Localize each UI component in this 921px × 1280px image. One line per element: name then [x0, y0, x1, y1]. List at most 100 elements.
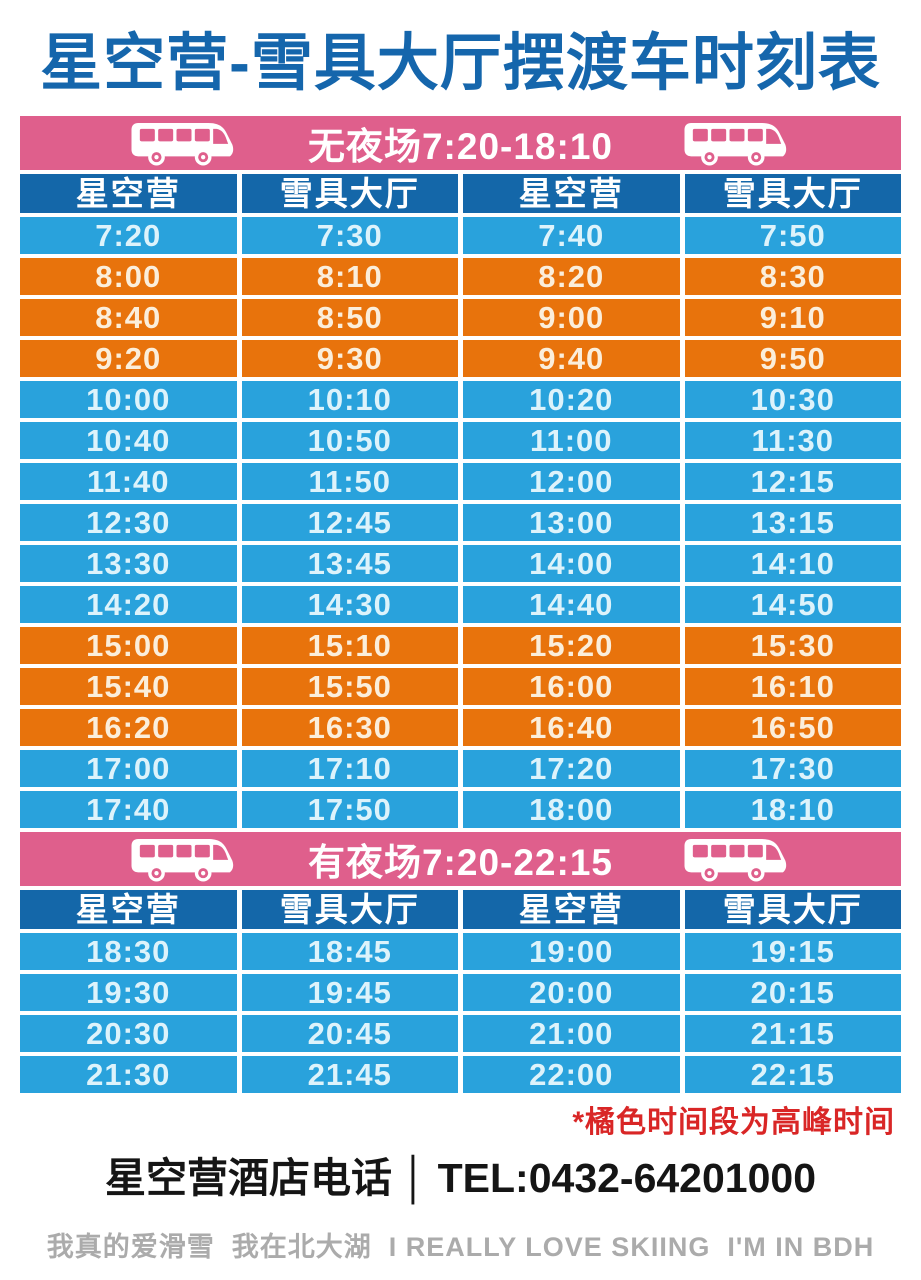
- time-cell: 12:45: [241, 504, 458, 541]
- time-cell: 10:30: [684, 381, 901, 418]
- time-cell: 12:00: [463, 463, 680, 500]
- time-cell: 14:50: [684, 586, 901, 623]
- time-cell: 14:30: [241, 586, 458, 623]
- time-cell: 8:40: [20, 299, 237, 336]
- time-cell: 15:10: [241, 627, 458, 664]
- time-cell: 19:00: [463, 933, 680, 970]
- time-cell: 20:30: [20, 1015, 237, 1052]
- time-cell: 8:00: [20, 258, 237, 295]
- time-cell: 10:50: [241, 422, 458, 459]
- bus-icon: [128, 834, 240, 884]
- time-cell: 19:15: [684, 933, 901, 970]
- night-timetable: 18:30 18:45 19:00 19:15 19:30 19:45 20:00 20:15…: [20, 933, 901, 1093]
- bus-icon: [681, 118, 793, 168]
- time-cell: 11:50: [241, 463, 458, 500]
- time-cell: 21:45: [241, 1056, 458, 1093]
- time-cell: 14:40: [463, 586, 680, 623]
- time-cell: 19:45: [241, 974, 458, 1011]
- time-cell: 19:30: [20, 974, 237, 1011]
- time-cell: 20:45: [241, 1015, 458, 1052]
- time-cell: 20:15: [684, 974, 901, 1011]
- time-cell: 18:00: [463, 791, 680, 828]
- station-header-row: 星空营 雪具大厅 星空营 雪具大厅: [20, 890, 901, 929]
- time-cell: 11:40: [20, 463, 237, 500]
- time-cell: 21:30: [20, 1056, 237, 1093]
- time-cell: 16:50: [684, 709, 901, 746]
- time-cell: 17:10: [241, 750, 458, 787]
- time-cell: 9:50: [684, 340, 901, 377]
- station-header-cell: 星空营: [20, 174, 237, 213]
- time-cell: 20:00: [463, 974, 680, 1011]
- time-cell: 7:50: [684, 217, 901, 254]
- time-cell: 15:00: [20, 627, 237, 664]
- station-header-cell: 雪具大厅: [241, 890, 458, 929]
- time-cell: 9:30: [241, 340, 458, 377]
- time-cell: 16:30: [241, 709, 458, 746]
- time-cell: 8:50: [241, 299, 458, 336]
- time-cell: 9:00: [463, 299, 680, 336]
- time-cell: 8:20: [463, 258, 680, 295]
- station-header-cell: 雪具大厅: [241, 174, 458, 213]
- time-cell: 13:15: [684, 504, 901, 541]
- time-cell: 8:30: [684, 258, 901, 295]
- time-cell: 17:50: [241, 791, 458, 828]
- station-header-cell: 雪具大厅: [684, 890, 901, 929]
- time-cell: 21:00: [463, 1015, 680, 1052]
- station-header-cell: 雪具大厅: [684, 174, 901, 213]
- time-cell: 13:00: [463, 504, 680, 541]
- time-cell: 14:10: [684, 545, 901, 582]
- time-cell: 9:40: [463, 340, 680, 377]
- time-cell: 18:45: [241, 933, 458, 970]
- time-cell: 10:10: [241, 381, 458, 418]
- time-cell: 21:15: [684, 1015, 901, 1052]
- day-timetable: 7:20 7:30 7:40 7:50 8:00 8:10 8:20 8:30 8:40 8:50…: [20, 217, 901, 828]
- time-cell: 14:00: [463, 545, 680, 582]
- time-cell: 10:00: [20, 381, 237, 418]
- day-schedule-banner: 无夜场7:20-18:10: [20, 116, 901, 170]
- time-cell: 10:40: [20, 422, 237, 459]
- time-cell: 15:30: [684, 627, 901, 664]
- night-schedule-banner: 有夜场7:20-22:15: [20, 832, 901, 886]
- time-cell: 17:20: [463, 750, 680, 787]
- time-cell: 18:30: [20, 933, 237, 970]
- time-cell: 17:40: [20, 791, 237, 828]
- phone-separator: │: [402, 1155, 428, 1201]
- time-cell: 16:00: [463, 668, 680, 705]
- time-cell: 13:45: [241, 545, 458, 582]
- bus-icon: [681, 834, 793, 884]
- time-cell: 16:20: [20, 709, 237, 746]
- time-cell: 17:30: [684, 750, 901, 787]
- time-cell: 15:20: [463, 627, 680, 664]
- time-cell: 16:10: [684, 668, 901, 705]
- time-cell: 14:20: [20, 586, 237, 623]
- time-cell: 22:15: [684, 1056, 901, 1093]
- time-cell: 15:40: [20, 668, 237, 705]
- time-cell: 8:10: [241, 258, 458, 295]
- time-cell: 16:40: [463, 709, 680, 746]
- bus-icon: [128, 118, 240, 168]
- page-title: 星空营-雪具大厅摆渡车时刻表: [40, 29, 881, 98]
- time-cell: 7:40: [463, 217, 680, 254]
- day-schedule-banner-label: 无夜场7:20-18:10: [307, 126, 613, 167]
- time-cell: 7:20: [20, 217, 237, 254]
- station-header-cell: 星空营: [463, 174, 680, 213]
- time-cell: 13:30: [20, 545, 237, 582]
- hotel-phone-line: 星空营酒店电话 │ TEL:0432-64201000: [20, 1153, 901, 1203]
- time-cell: 9:20: [20, 340, 237, 377]
- night-schedule-banner-label: 有夜场7:20-22:15: [307, 842, 613, 883]
- time-cell: 9:10: [684, 299, 901, 336]
- time-cell: 17:00: [20, 750, 237, 787]
- time-cell: 12:30: [20, 504, 237, 541]
- time-cell: 11:00: [463, 422, 680, 459]
- time-cell: 7:30: [241, 217, 458, 254]
- station-header-row: 星空营 雪具大厅 星空营 雪具大厅: [20, 174, 901, 213]
- time-cell: 15:50: [241, 668, 458, 705]
- time-cell: 22:00: [463, 1056, 680, 1093]
- peak-time-note: *橘色时间段为高峰时间: [572, 1106, 895, 1139]
- hotel-phone-label: 星空营酒店电话: [105, 1155, 392, 1201]
- time-cell: 18:10: [684, 791, 901, 828]
- time-cell: 10:20: [463, 381, 680, 418]
- brand-slogan: 我真的爱滑雪 我在北大湖 I REALLY LOVE SKIING I'M IN…: [46, 1232, 875, 1262]
- hotel-phone-number: TEL:0432-64201000: [437, 1155, 816, 1201]
